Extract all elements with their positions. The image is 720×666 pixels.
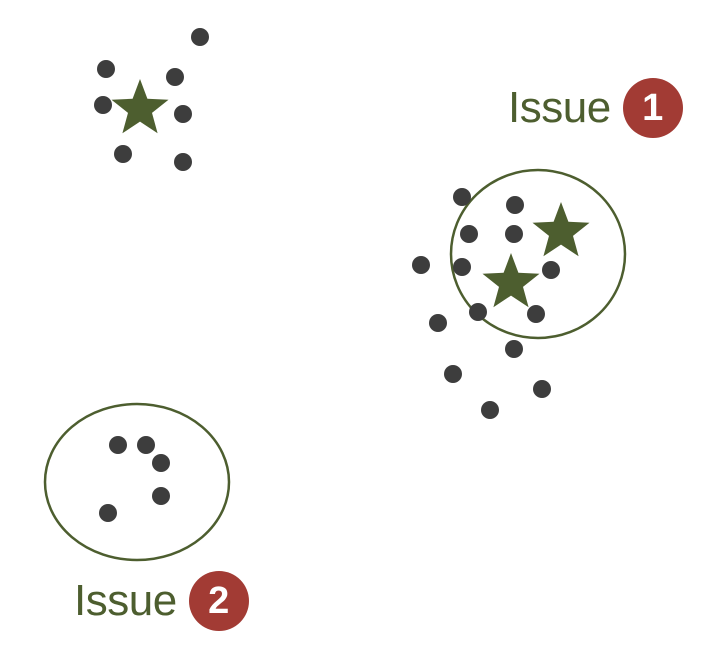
data-point xyxy=(191,28,209,46)
data-point xyxy=(97,60,115,78)
centroid-star xyxy=(111,79,169,134)
data-point xyxy=(453,188,471,206)
data-point xyxy=(460,225,478,243)
data-point xyxy=(174,153,192,171)
cluster-top-left xyxy=(94,28,209,171)
issue-1-highlight-circle xyxy=(449,168,627,340)
centroid-star xyxy=(532,202,590,257)
data-point xyxy=(444,365,462,383)
issue-2-highlight-circle xyxy=(43,402,231,562)
data-point xyxy=(412,256,430,274)
data-point xyxy=(469,303,487,321)
issue-2-text: Issue xyxy=(74,576,177,625)
data-point xyxy=(505,225,523,243)
cluster-right xyxy=(412,168,627,419)
cluster-bottom-left xyxy=(43,402,231,562)
data-point xyxy=(533,380,551,398)
centroid-star xyxy=(482,253,540,308)
data-point xyxy=(506,196,524,214)
data-point xyxy=(429,314,447,332)
data-point xyxy=(174,105,192,123)
data-point xyxy=(527,305,545,323)
data-point xyxy=(94,96,112,114)
data-point xyxy=(137,436,155,454)
data-point xyxy=(453,258,471,276)
issue-2-label: Issue 2 xyxy=(74,571,249,631)
data-point xyxy=(99,504,117,522)
data-point xyxy=(109,436,127,454)
data-point xyxy=(152,487,170,505)
data-point xyxy=(152,454,170,472)
issue-1-number-badge: 1 xyxy=(622,78,683,138)
issue-1-label: Issue 1 xyxy=(508,78,683,138)
data-point xyxy=(481,401,499,419)
issue-2-number-badge: 2 xyxy=(188,571,249,631)
data-point xyxy=(114,145,132,163)
data-point xyxy=(505,340,523,358)
issue-1-text: Issue xyxy=(508,83,611,132)
data-point xyxy=(166,68,184,86)
data-point xyxy=(542,261,560,279)
